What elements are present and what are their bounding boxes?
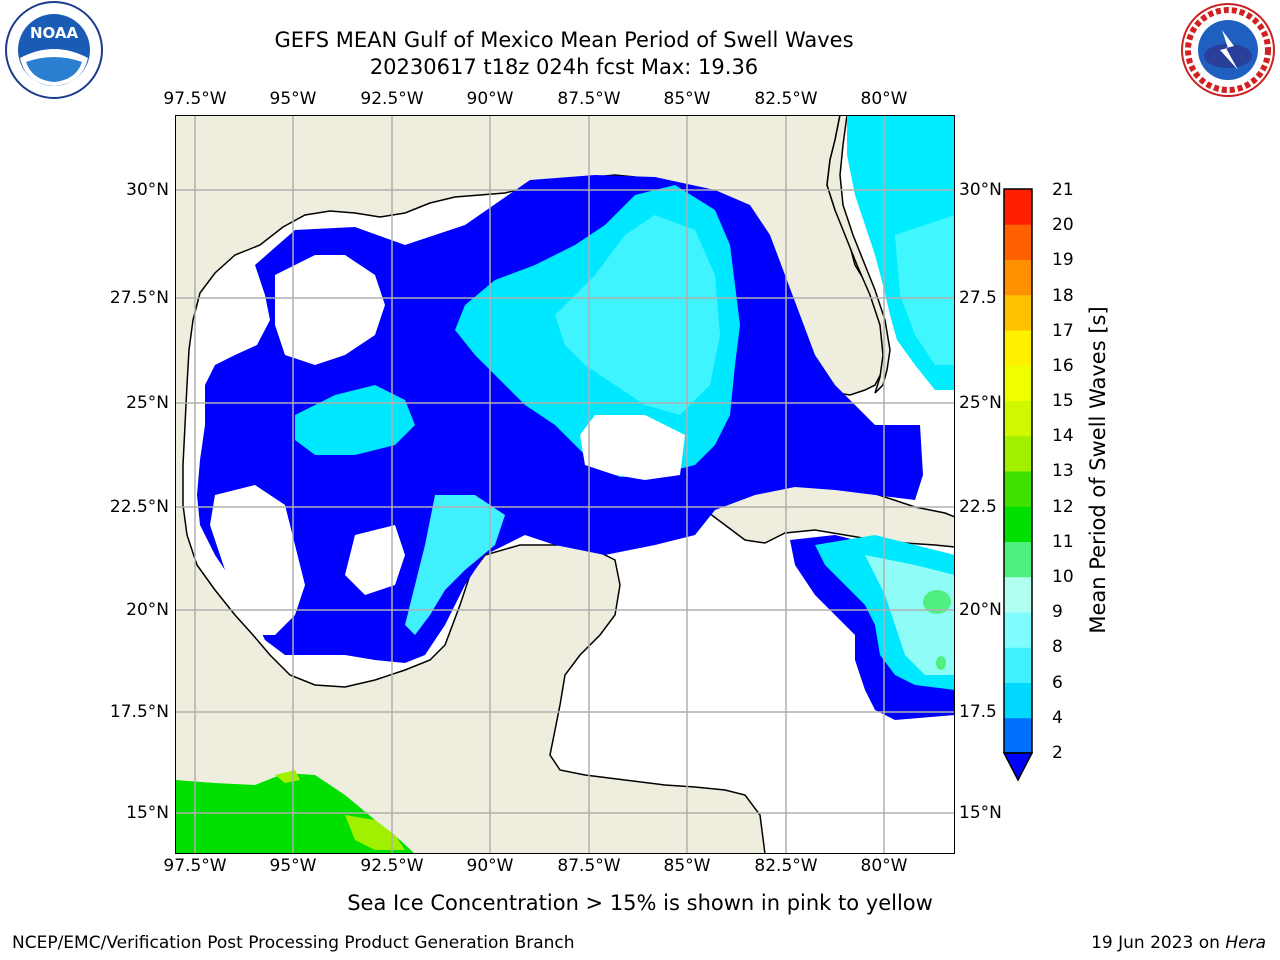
lat-label-left: 17.5°N: [109, 702, 169, 722]
lon-label-top: 80°W: [860, 89, 908, 109]
lon-label-bottom: 90°W: [466, 856, 514, 876]
lon-label-top: 97.5°W: [163, 89, 227, 109]
colorbar-block: [1004, 717, 1032, 754]
colorbar-block: [1004, 435, 1032, 472]
footer-date-text: 19 Jun 2023 on: [1091, 933, 1226, 953]
lon-label-bottom: 92.5°W: [360, 856, 424, 876]
colorbar-block: [1004, 541, 1032, 578]
colorbar-tick: 6: [1052, 673, 1063, 693]
lat-label-left: 25°N: [126, 393, 169, 413]
colorbar-tick: 19: [1052, 250, 1074, 270]
colorbar-tick: 15: [1052, 391, 1074, 411]
colorbar-block: [1004, 224, 1032, 260]
colorbar-tick: 11: [1052, 532, 1074, 552]
lat-label-right: 25°N: [959, 393, 1002, 413]
lon-label-bottom: 95°W: [269, 856, 317, 876]
lat-label-left: 30°N: [126, 180, 169, 200]
lon-label-top: 85°W: [663, 89, 711, 109]
map-subtitle: 20230617 t18z 024h fcst Max: 19.36: [369, 55, 759, 79]
colorbar-block: [1004, 294, 1032, 331]
lon-label-top: 87.5°W: [557, 89, 621, 109]
swell-missing-west: [210, 485, 305, 635]
colorbar-block: [1004, 682, 1032, 719]
colorbar-block: [1004, 506, 1032, 542]
lon-label-bottom: 87.5°W: [557, 856, 621, 876]
lon-label-bottom: 80°W: [860, 856, 908, 876]
colorbar-frame: [1003, 188, 1033, 754]
colorbar-block: [1004, 400, 1032, 437]
colorbar-block: [1004, 647, 1032, 683]
swell-caribbean-green-2: [936, 656, 946, 670]
swell-atlantic-light: [895, 215, 955, 365]
colorbar-block: [1004, 576, 1032, 613]
colorbar-block: [1004, 365, 1032, 401]
noaa-logo: NOAA: [5, 1, 103, 99]
colorbar-tick: 9: [1052, 602, 1063, 622]
lon-label-top: 95°W: [269, 89, 317, 109]
lon-label-bottom: 85°W: [663, 856, 711, 876]
lat-label-right: 17.5: [959, 702, 997, 722]
colorbar-tick: 18: [1052, 286, 1074, 306]
map-title: GEFS MEAN Gulf of Mexico Mean Period of …: [274, 28, 854, 52]
swell-missing-center: [345, 525, 405, 595]
swell-southwest-cyan: [405, 495, 505, 635]
swell-gulf-cyan-light: [555, 215, 720, 415]
swell-caribbean-green: [923, 590, 951, 614]
noaa-logo-text: NOAA: [30, 24, 79, 42]
swell-missing-nw: [275, 255, 385, 365]
swell-missing-south: [580, 415, 685, 480]
lat-label-right: 22.5: [959, 497, 997, 517]
footer-credit: NCEP/EMC/Verification Post Processing Pr…: [12, 933, 575, 953]
lat-label-left: 15°N: [126, 803, 169, 823]
colorbar-tick: 4: [1052, 708, 1063, 728]
colorbar-label: Mean Period of Swell Waves [s]: [1086, 306, 1110, 634]
footer-date: 19 Jun 2023 on Hera: [1091, 933, 1266, 953]
lat-label-left: 20°N: [126, 600, 169, 620]
colorbar-block: [1004, 330, 1032, 366]
lon-label-top: 82.5°W: [754, 89, 818, 109]
colorbar-blocks: [1004, 189, 1032, 754]
lat-label-right: 27.5: [959, 288, 997, 308]
colorbar-tick: 17: [1052, 321, 1074, 341]
colorbar-tick: 20: [1052, 215, 1074, 235]
colorbar-tick: 14: [1052, 426, 1074, 446]
colorbar-tick: 10: [1052, 567, 1074, 587]
colorbar-block: [1004, 612, 1032, 648]
colorbar: [1002, 188, 1034, 782]
lat-label-left: 22.5°N: [109, 497, 169, 517]
swell-caribbean-lightcyan: [865, 555, 955, 675]
graticule: [175, 115, 955, 854]
colorbar-tick: 8: [1052, 637, 1063, 657]
colorbar-tick: 2: [1052, 743, 1063, 763]
lat-label-right: 15°N: [959, 803, 1002, 823]
lon-label-top: 90°W: [466, 89, 514, 109]
colorbar-block: [1004, 471, 1032, 507]
colorbar-tick: 12: [1052, 497, 1074, 517]
colorbar-tick: 21: [1052, 180, 1074, 200]
lon-label-top: 92.5°W: [360, 89, 424, 109]
nws-logo: [1181, 3, 1275, 97]
colorbar-block: [1004, 189, 1032, 225]
colorbar-extend-triangle: [1002, 752, 1034, 782]
sea-ice-caption: Sea Ice Concentration > 15% is shown in …: [347, 891, 933, 915]
colorbar-block: [1004, 259, 1032, 296]
lat-label-right: 30°N: [959, 180, 1002, 200]
lat-label-left: 27.5°N: [109, 288, 169, 308]
swell-pacific-lime: [345, 815, 405, 850]
land-florida-east: [826, 115, 891, 394]
colorbar-tick: 16: [1052, 356, 1074, 376]
lon-label-bottom: 97.5°W: [163, 856, 227, 876]
lat-label-right: 20°N: [959, 600, 1002, 620]
footer-host: Hera: [1225, 933, 1266, 953]
colorbar-tick: 13: [1052, 461, 1074, 481]
gulf-map: [175, 115, 955, 854]
lon-label-bottom: 82.5°W: [754, 856, 818, 876]
